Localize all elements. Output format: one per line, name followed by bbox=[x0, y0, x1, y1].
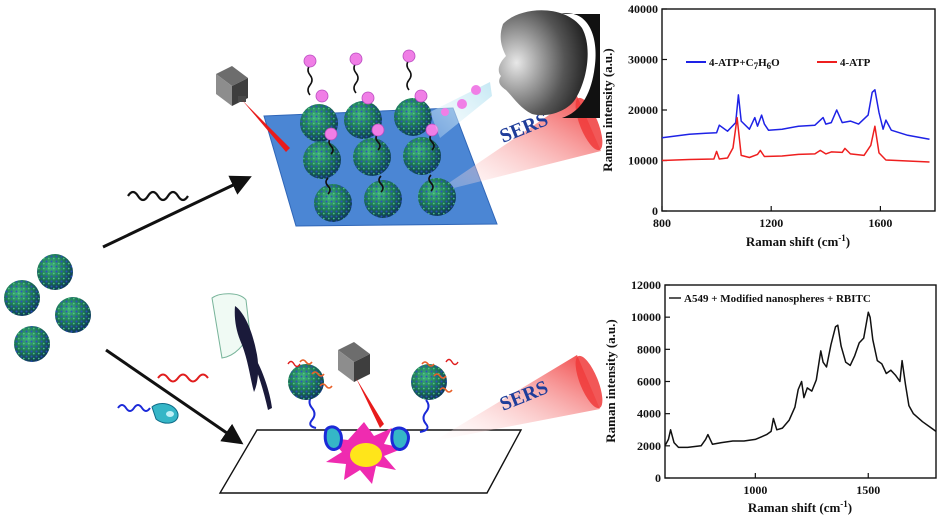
nanosphere bbox=[364, 180, 402, 218]
aptamer-anchors bbox=[323, 425, 410, 451]
legend: 4-ATP+C7H6O 4-ATP bbox=[686, 57, 871, 71]
nanosphere bbox=[418, 178, 456, 216]
x-tick-label: 1200 bbox=[759, 216, 783, 230]
wavy-linker-blue bbox=[117, 404, 151, 412]
wavy-linker-black bbox=[127, 190, 189, 202]
x-axis-title: Raman shift (cm-1) bbox=[746, 233, 850, 249]
aptamer-droplet-icon bbox=[151, 403, 179, 424]
nanosphere bbox=[353, 138, 391, 176]
cell-sample-icon bbox=[211, 293, 272, 410]
nanosphere bbox=[55, 297, 91, 333]
chart-bottom: 0 2000 4000 6000 8000 10000 12000 1000 1500 A54… bbox=[603, 278, 937, 515]
y-tick-label: 40000 bbox=[628, 2, 658, 16]
breath-droplets bbox=[441, 85, 481, 116]
x-tick-label: 1600 bbox=[868, 216, 892, 230]
x-tick-label: 1000 bbox=[743, 483, 767, 497]
plot-frame bbox=[661, 8, 936, 212]
legend: A549 + Modified nanospheres + RBITC bbox=[669, 293, 871, 305]
nanosphere bbox=[14, 326, 50, 362]
cancer-cell-starburst bbox=[326, 422, 404, 484]
series-lines bbox=[661, 89, 930, 163]
arrow-to-cell-sensing bbox=[105, 348, 244, 445]
blue-linkers bbox=[308, 395, 430, 433]
legend-entry-1: 4-ATP+C7H6O bbox=[709, 57, 780, 71]
rbitc-molecules bbox=[299, 359, 453, 393]
arrow-to-gas-sensing bbox=[102, 175, 252, 249]
nanosphere bbox=[394, 98, 432, 136]
y-tick-label: 10000 bbox=[631, 310, 661, 324]
legend-entry-1: A549 + Modified nanospheres + RBITC bbox=[684, 293, 871, 305]
nanosphere bbox=[303, 141, 341, 179]
nanosphere bbox=[411, 364, 447, 400]
probe-molecules bbox=[307, 59, 435, 195]
y-axis-title: Raman intensity (a.u.) bbox=[600, 48, 615, 172]
legend-entry-2: 4-ATP bbox=[840, 57, 871, 69]
y-tick-label: 10000 bbox=[628, 154, 658, 168]
y-tick-label: 0 bbox=[655, 471, 661, 485]
y-tick-label: 4000 bbox=[637, 407, 661, 421]
series-line-1 bbox=[664, 311, 937, 449]
y-tick-label: 30000 bbox=[628, 53, 658, 67]
rbitc-molecules-red bbox=[287, 358, 459, 368]
breath-stream bbox=[430, 82, 492, 138]
series-line-2 bbox=[661, 116, 930, 163]
x-ticks: 1000 1500 bbox=[743, 473, 880, 497]
x-axis-title: Raman shift (cm-1) bbox=[748, 499, 852, 515]
y-axis-title: Raman intensity (a.u.) bbox=[603, 319, 618, 443]
nanosphere bbox=[37, 254, 73, 290]
series-line-1 bbox=[661, 89, 930, 141]
chart-top: 0 10000 20000 30000 40000 800 1200 1600 4-ATP+… bbox=[600, 2, 936, 249]
series-lines bbox=[664, 311, 937, 449]
nanosphere bbox=[4, 280, 40, 316]
raman-probe-icon-top bbox=[216, 66, 290, 152]
plot-frame bbox=[664, 284, 937, 479]
x-tick-label: 800 bbox=[653, 216, 671, 230]
y-tick-label: 20000 bbox=[628, 103, 658, 117]
y-tick-label: 0 bbox=[652, 204, 658, 218]
nanosphere bbox=[314, 184, 352, 222]
y-tick-label: 12000 bbox=[631, 278, 661, 292]
raman-probe-icon-bottom bbox=[338, 342, 384, 428]
y-ticks: 0 10000 20000 30000 40000 bbox=[628, 2, 667, 218]
y-tick-label: 2000 bbox=[637, 439, 661, 453]
nanosphere bbox=[288, 364, 324, 400]
wavy-linker-red bbox=[157, 373, 209, 383]
sers-beam-top bbox=[434, 96, 601, 193]
pink-probe-heads bbox=[303, 49, 439, 141]
nanosphere-cluster bbox=[4, 254, 91, 362]
y-tick-label: 6000 bbox=[637, 375, 661, 389]
y-ticks: 0 2000 4000 6000 8000 10000 12000 bbox=[631, 278, 670, 485]
nanosphere bbox=[403, 137, 441, 175]
x-tick-label: 1500 bbox=[856, 483, 880, 497]
sers-beam-bottom bbox=[434, 355, 600, 441]
y-tick-label: 8000 bbox=[637, 342, 661, 356]
person-silhouette-icon bbox=[498, 10, 600, 119]
x-ticks: 800 1200 1600 bbox=[653, 206, 892, 230]
